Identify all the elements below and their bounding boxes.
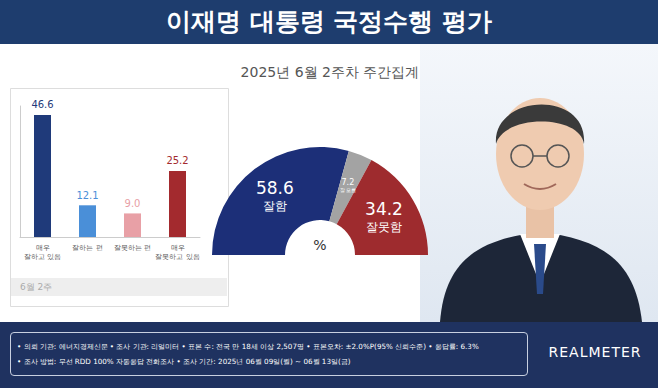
svg-text:잘못하고 있음: 잘못하고 있음: [155, 253, 199, 261]
svg-text:잘못함: 잘못함: [366, 220, 402, 234]
svg-text:6월 2주: 6월 2주: [20, 282, 52, 292]
svg-text:잘함: 잘함: [263, 199, 287, 213]
svg-text:%: %: [313, 237, 326, 253]
svg-text:잘못하는 편: 잘못하는 편: [114, 244, 151, 252]
svg-text:9.0: 9.0: [125, 198, 141, 209]
svg-text:잘하고 있음: 잘하고 있음: [24, 253, 61, 261]
html-text:이재명 대통령 국정수행 평가: 이재명 대통령 국정수행 평가: [165, 7, 493, 36]
svg-text:잘 모름: 잘 모름: [340, 187, 357, 193]
svg-text:잘하는 편: 잘하는 편: [72, 244, 102, 252]
html-text:2025년 6월 2주차 주간집계: 2025년 6월 2주차 주간집계: [240, 64, 420, 80]
html-text:• 조사 방법: 무선 RDD 100% 자동응답 전화조사: • 조사 방법: 무선 RDD 100% 자동응답 전화조사 • 조사 기간: …: [17, 357, 351, 366]
svg-text:58.6: 58.6: [256, 178, 294, 198]
html-text:REALMETER: REALMETER: [548, 344, 642, 360]
svg-text:매우: 매우: [171, 244, 185, 252]
svg-text:34.2: 34.2: [365, 199, 403, 219]
svg-text:25.2: 25.2: [166, 155, 188, 166]
svg-text:7.2: 7.2: [341, 178, 354, 187]
svg-text:12.1: 12.1: [76, 190, 98, 201]
svg-text:매우: 매우: [36, 244, 50, 252]
svg-text:46.6: 46.6: [31, 99, 53, 110]
html-text:• 의뢰 기관: 에너지경제신문 • 조사 기관: 리얼미터: • 의뢰 기관: 에너지경제신문 • 조사 기관: 리얼미터 • 표본 수: 전…: [17, 342, 479, 351]
